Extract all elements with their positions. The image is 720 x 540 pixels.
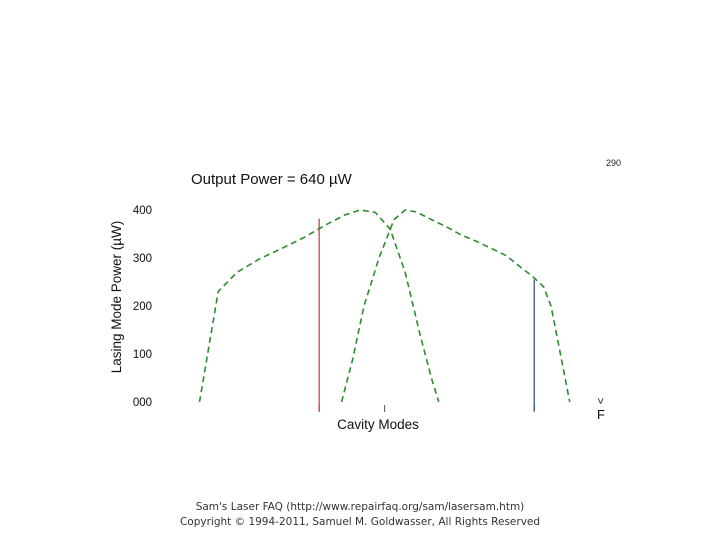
y-tick-label: 300 (133, 253, 152, 265)
y-tick-label: 100 (133, 349, 152, 361)
gain-curves (198, 209, 571, 403)
corner-arrow-label: > (594, 398, 606, 404)
corner-f-label: F (597, 407, 605, 422)
y-tick-labels: 000 100 200 300 400 (133, 205, 152, 409)
gain-curve-line (340, 209, 571, 403)
footer-source: Sam's Laser FAQ (http://www.repairfaq.or… (195, 501, 525, 513)
footer: Sam's Laser FAQ (http://www.repairfaq.or… (0, 500, 720, 530)
y-tick-label: 000 (133, 397, 152, 409)
gain-curve-line (198, 209, 440, 403)
y-tick-label: 200 (133, 301, 152, 313)
chart-title: Output Power = 640 µW (191, 171, 353, 188)
x-axis-label: Cavity Modes (337, 417, 419, 432)
x-axis-ticks (318, 405, 535, 412)
footer-copyright: Copyright © 1994-2011, Samuel M. Goldwas… (179, 516, 541, 528)
y-tick-label: 400 (133, 205, 152, 217)
y-axis-label: Lasing Mode Power (µW) (109, 221, 124, 374)
frame-number: 290 (606, 158, 622, 168)
mode-markers (318, 218, 535, 411)
